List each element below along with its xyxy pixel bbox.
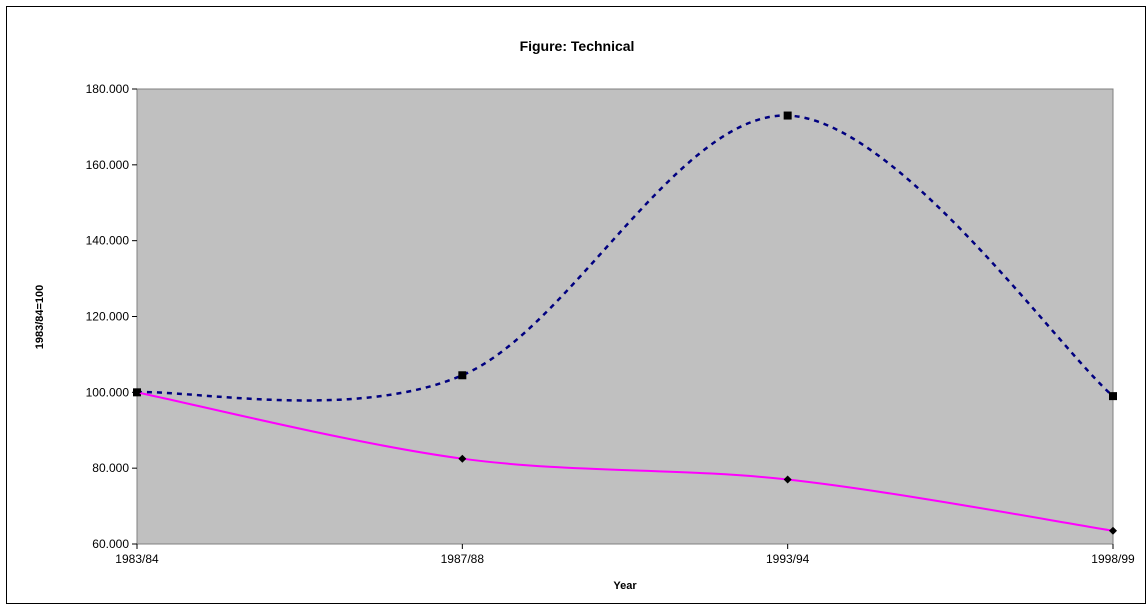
plot-area bbox=[136, 88, 1114, 545]
series-2-point bbox=[1109, 526, 1117, 535]
series-2-point bbox=[458, 454, 467, 463]
x-axis-title: Year bbox=[613, 580, 637, 592]
x-tick-label: 1983/84 bbox=[115, 552, 159, 566]
y-tick-label: 60.000 bbox=[92, 537, 129, 551]
y-tick-label: 140.000 bbox=[86, 234, 130, 248]
series-2-point bbox=[133, 388, 141, 397]
y-tick-label: 100.000 bbox=[86, 385, 130, 399]
series-line-1 bbox=[136, 114, 1114, 402]
series-line-2 bbox=[136, 391, 1114, 532]
x-axis: 1983/84 1987/88 1993/94 1998/99 bbox=[115, 544, 1135, 566]
y-tick-label: 80.000 bbox=[92, 461, 129, 475]
series-2-point bbox=[783, 475, 792, 484]
y-tick-label: 180.000 bbox=[86, 82, 130, 96]
chart-frame: Figure: Technical 60.000 80.000 100.000 120… bbox=[6, 6, 1146, 604]
y-axis-title: 1983/84=100 bbox=[34, 285, 46, 350]
chart-title: Figure: Technical bbox=[520, 38, 635, 54]
series-layer bbox=[133, 111, 1117, 535]
series-1-point bbox=[1109, 392, 1117, 401]
y-tick-label: 120.000 bbox=[86, 310, 130, 324]
x-tick-label: 1987/88 bbox=[441, 552, 485, 566]
chart-svg: Figure: Technical 60.000 80.000 100.000 120… bbox=[34, 38, 1135, 592]
series-1-point bbox=[783, 111, 792, 120]
y-tick-label: 160.000 bbox=[86, 158, 130, 172]
series-1-point bbox=[458, 371, 467, 380]
y-axis: 60.000 80.000 100.000 120.000 140.000 160.000… bbox=[86, 82, 137, 551]
x-tick-label: 1998/99 bbox=[1091, 552, 1135, 566]
x-tick-label: 1993/94 bbox=[766, 552, 810, 566]
